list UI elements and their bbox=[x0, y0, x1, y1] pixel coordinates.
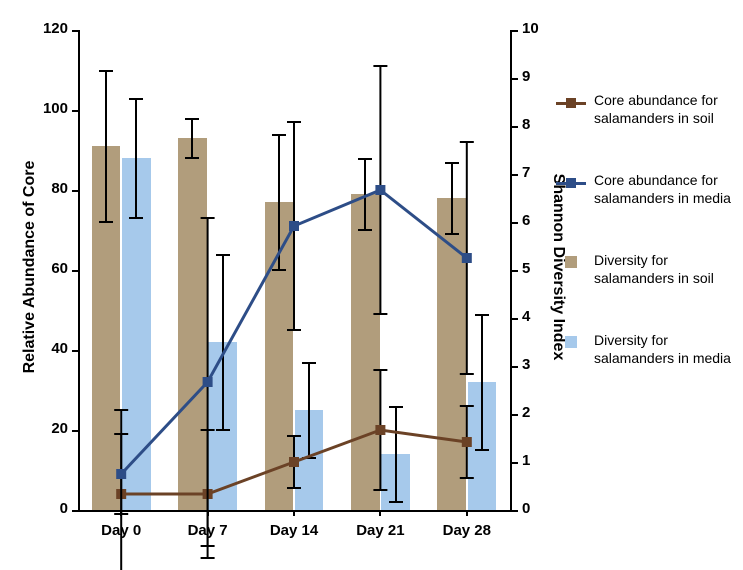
errorbar-cap bbox=[216, 254, 230, 256]
y-left-title: Relative Abundance of Core bbox=[21, 147, 39, 387]
y-right-tick-label: 10 bbox=[522, 20, 550, 37]
legend-swatch-diversity_media bbox=[565, 336, 577, 348]
y-left-tick bbox=[72, 110, 78, 112]
legend-label-diversity_soil: Diversity for salamanders in soil bbox=[594, 252, 743, 287]
y-right-tick bbox=[512, 30, 518, 32]
x-tick-label: Day 7 bbox=[168, 522, 248, 539]
legend-label-core_media: Core abundance for salamanders in media bbox=[594, 172, 743, 207]
x-tick-label: Day 14 bbox=[254, 522, 334, 539]
errorbar-stem bbox=[395, 406, 397, 502]
errorbar-cap bbox=[475, 314, 489, 316]
legend-marker-core_media bbox=[566, 178, 576, 188]
y-right-tick bbox=[512, 510, 518, 512]
errorbar-cap bbox=[216, 429, 230, 431]
y-left-tick-label: 100 bbox=[0, 100, 68, 117]
errorbar-cap bbox=[99, 70, 113, 72]
errorbar-stem bbox=[364, 158, 366, 230]
y-left-tick-label: 120 bbox=[0, 20, 68, 37]
y-left-tick bbox=[72, 430, 78, 432]
errorbar-cap bbox=[302, 457, 316, 459]
y-right-tick-label: 1 bbox=[522, 452, 550, 469]
errorbar-cap bbox=[272, 269, 286, 271]
errorbar-cap bbox=[99, 221, 113, 223]
chart-container: 020406080100120012345678910Day 0Day 7Day… bbox=[0, 0, 743, 570]
y-left-tick-label: 20 bbox=[0, 420, 68, 437]
legend-label-diversity_media: Diversity for salamanders in media bbox=[594, 332, 743, 367]
y-right-tick bbox=[512, 270, 518, 272]
x-tick bbox=[379, 510, 381, 516]
errorbar-cap bbox=[358, 158, 372, 160]
x-tick bbox=[466, 510, 468, 516]
y-right-tick bbox=[512, 126, 518, 128]
errorbar-stem bbox=[481, 314, 483, 450]
errorbar-cap bbox=[389, 406, 403, 408]
x-tick-label: Day 0 bbox=[81, 522, 161, 539]
y-right-tick-label: 6 bbox=[522, 212, 550, 229]
errorbar-cap bbox=[185, 118, 199, 120]
legend-label-core_soil: Core abundance for salamanders in soil bbox=[594, 92, 743, 127]
y-right-tick-label: 5 bbox=[522, 260, 550, 277]
y-right-tick-label: 9 bbox=[522, 68, 550, 85]
y-right-tick bbox=[512, 414, 518, 416]
errorbar-cap bbox=[445, 162, 459, 164]
y-left-tick bbox=[72, 270, 78, 272]
y-right-tick-label: 2 bbox=[522, 404, 550, 421]
errorbar-stem bbox=[451, 162, 453, 234]
bar-diversity_soil bbox=[437, 198, 466, 510]
legend-swatch-diversity_soil bbox=[565, 256, 577, 268]
errorbar-stem bbox=[308, 362, 310, 458]
errorbar-cap bbox=[129, 217, 143, 219]
y-left-tick bbox=[72, 510, 78, 512]
x-tick bbox=[207, 510, 209, 516]
legend-marker-core_soil bbox=[566, 98, 576, 108]
errorbar-cap bbox=[445, 233, 459, 235]
y-right-tick bbox=[512, 222, 518, 224]
errorbar-cap bbox=[475, 449, 489, 451]
x-tick bbox=[120, 510, 122, 516]
errorbar-stem bbox=[105, 70, 107, 222]
y-left-tick bbox=[72, 350, 78, 352]
errorbar-stem bbox=[135, 98, 137, 218]
errorbar-cap bbox=[302, 362, 316, 364]
y-right-tick bbox=[512, 366, 518, 368]
bar-diversity_soil bbox=[178, 138, 207, 510]
errorbar-stem bbox=[278, 134, 280, 270]
y-right-tick-label: 0 bbox=[522, 500, 550, 517]
y-right-tick-label: 4 bbox=[522, 308, 550, 325]
x-tick-label: Day 21 bbox=[340, 522, 420, 539]
x-tick bbox=[293, 510, 295, 516]
y-right-tick-label: 3 bbox=[522, 356, 550, 373]
errorbar-cap bbox=[129, 98, 143, 100]
errorbar-cap bbox=[389, 501, 403, 503]
y-right-tick-label: 7 bbox=[522, 164, 550, 181]
y-right-tick bbox=[512, 174, 518, 176]
y-left-axis bbox=[78, 30, 80, 510]
y-right-tick-label: 8 bbox=[522, 116, 550, 133]
y-right-tick bbox=[512, 462, 518, 464]
errorbar-cap bbox=[272, 134, 286, 136]
y-left-tick bbox=[72, 30, 78, 32]
y-left-tick-label: 0 bbox=[0, 500, 68, 517]
y-left-tick bbox=[72, 190, 78, 192]
y-right-tick bbox=[512, 318, 518, 320]
errorbar-stem bbox=[222, 254, 224, 430]
bar-diversity_soil bbox=[351, 194, 380, 510]
x-axis bbox=[78, 510, 512, 512]
x-tick-label: Day 28 bbox=[427, 522, 507, 539]
errorbar-cap bbox=[185, 157, 199, 159]
errorbar-cap bbox=[358, 229, 372, 231]
y-right-tick bbox=[512, 78, 518, 80]
errorbar-stem bbox=[191, 118, 193, 158]
